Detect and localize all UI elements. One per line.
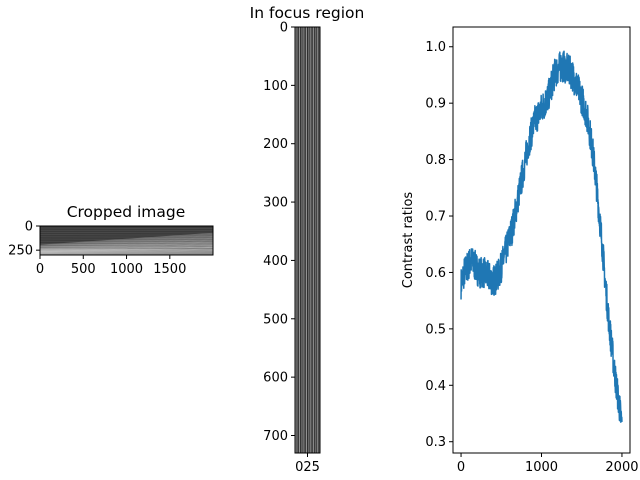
contrast-y-tick-label: 0.3 [425,435,446,450]
cropped-image-y-ticks: 0 250 [8,220,40,259]
in-focus-region-y-tick-label: 100 [263,79,288,94]
cropped-image-stripe [39,252,214,255]
in-focus-region-y-tick-label: 600 [263,371,288,386]
cropped-image-x-ticks: 0 500 1000 1500 [36,255,186,277]
contrast-y-axis-label: Contrast ratios [401,192,416,289]
cropped-image-upper-stripe [39,234,214,236]
in-focus-region-y-tick-label: 400 [263,254,288,269]
cropped-image-heatmap [39,226,214,256]
cropped-image-stripe [39,242,214,251]
in-focus-region-y-ticks: 0 100 200 300 400 500 600 700 [263,21,295,444]
cropped-image-stripe [39,250,214,254]
cropped-image-stripe [39,248,214,253]
contrast-y-tick-label: 0.4 [425,379,446,394]
in-focus-region-x-ticks: 025 [295,453,320,475]
cropped-image-x-tick-label: 1500 [153,262,186,277]
contrast-y-tick-label: 0.9 [425,97,446,112]
contrast-y-tick-label: 0.5 [425,322,446,337]
cropped-image-stripe [39,249,214,254]
in-focus-region-x-tick-label: 025 [295,460,320,475]
in-focus-region-heatmap [295,27,320,453]
cropped-image-upper-stripe [39,236,214,238]
cropped-image-upper-stripe [39,227,214,229]
cropped-image-y-tick-label: 0 [25,220,33,235]
cropped-image-stripe [39,250,214,254]
contrast-x-tick-label: 2000 [605,460,638,475]
cropped-image-stripe [39,243,214,251]
contrast-x-tick-label: 1000 [525,460,558,475]
cropped-image-stripe [39,251,214,255]
contrast-y-tick-label: 0.7 [425,210,446,225]
contrast-ratio-panel: 0 1000 2000 0.3 0.4 0.5 0.6 0.7 0.8 0.9 1.0 Contr… [401,26,639,475]
contrast-x-tick-label: 0 [457,460,465,475]
cropped-image-upper-stripe [39,247,214,249]
contrast-plot-frame [452,26,631,454]
in-focus-region-title: In focus region [250,4,365,22]
cropped-image-x-tick-label: 1000 [110,262,143,277]
in-focus-region-y-tick-label: 700 [263,429,288,444]
contrast-y-ticks: 0.3 0.4 0.5 0.6 0.7 0.8 0.9 1.0 [425,40,453,450]
cropped-image-stripe [39,234,214,247]
contrast-y-tick-label: 1.0 [425,40,446,55]
in-focus-region-y-tick-label: 200 [263,137,288,152]
cropped-image-stripe [39,238,214,249]
cropped-image-x-tick-label: 0 [36,262,44,277]
contrast-ratio-series-line [460,50,623,423]
contrast-y-tick-label: 0.6 [425,266,446,281]
in-focus-region-panel: In focus region 025 0 100 200 300 400 500 600 7… [250,4,365,475]
cropped-image-stripe [39,245,214,252]
in-focus-region-y-tick-label: 300 [263,196,288,211]
cropped-image-title: Cropped image [67,203,186,221]
cropped-image-stripe [39,235,214,247]
cropped-image-upper-stripe [39,240,214,243]
in-focus-region-y-tick-label: 500 [263,312,288,327]
cropped-image-upper-stripe [39,245,214,247]
cropped-image-y-tick-label: 250 [8,244,33,259]
cropped-image-upper-stripe [39,238,214,240]
in-focus-region-background [295,27,320,453]
cropped-image-upper-stripe [39,243,214,245]
cropped-image-stripe [39,246,214,252]
contrast-y-tick-label: 0.8 [425,153,446,168]
cropped-image-x-tick-label: 500 [71,262,96,277]
cropped-image-upper-stripe [39,229,214,232]
cropped-image-stripe [39,236,214,248]
cropped-image-upper-stripe [39,232,214,234]
contrast-x-ticks: 0 1000 2000 [457,453,639,475]
in-focus-region-y-tick-label: 0 [280,21,288,36]
